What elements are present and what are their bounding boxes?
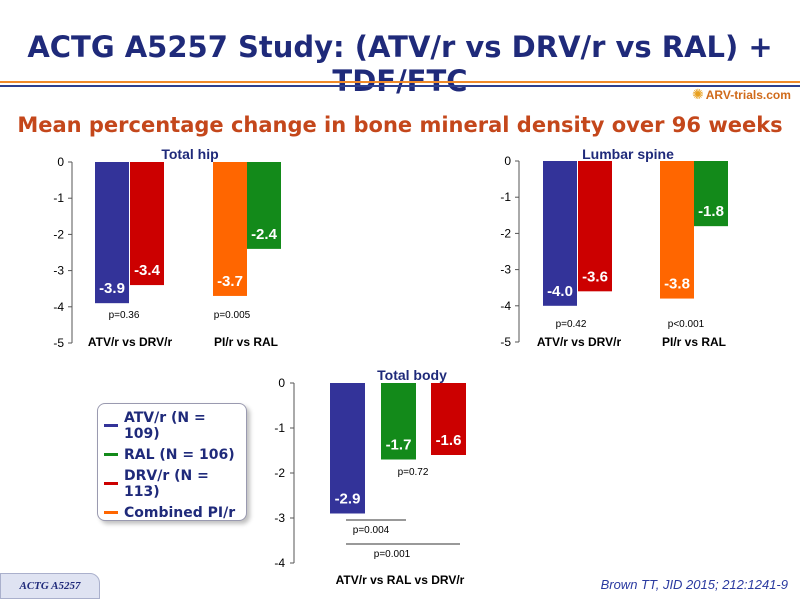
bar-value-label: -2.4 xyxy=(251,226,278,243)
pvalue-label: p=0.001 xyxy=(374,549,411,560)
y-tick-label: -4 xyxy=(53,300,64,314)
study-tag: ACTG A5257 xyxy=(0,573,100,599)
legend-label: Combined PI/r xyxy=(124,504,236,521)
bar-value-label: -3.8 xyxy=(664,276,690,293)
logo-mark-icon: ✺ xyxy=(692,86,704,102)
y-tick-label: -1 xyxy=(274,421,285,435)
bar-value-label: -3.9 xyxy=(99,280,125,297)
bar-value-label: -4.0 xyxy=(547,283,573,300)
bar-ral xyxy=(694,161,728,227)
bar-atv-r xyxy=(543,161,577,306)
pvalue-label: p<0.001 xyxy=(668,319,705,330)
pvalue-label: p=0.005 xyxy=(214,310,251,321)
y-tick-label: 0 xyxy=(57,155,64,169)
y-tick-label: -3 xyxy=(53,264,64,278)
legend-item-ral: RAL (N = 106) xyxy=(104,440,246,469)
legend-label: RAL (N = 106) xyxy=(124,446,235,463)
y-tick-label: -2 xyxy=(53,227,64,241)
legend-item-combined-pi: Combined PI/r xyxy=(104,498,246,527)
bar-drv-r xyxy=(578,161,612,292)
logo-text: ARV-trials.com xyxy=(705,88,791,102)
y-tick-label: -1 xyxy=(53,191,64,205)
pvalue-label: p=0.42 xyxy=(556,319,587,330)
pvalue-label: p=0.72 xyxy=(398,467,429,478)
category-label: ATV/r vs RAL vs DRV/r xyxy=(336,573,465,587)
category-label: ATV/r vs DRV/r xyxy=(537,335,622,349)
y-tick-label: -5 xyxy=(500,335,511,349)
bar-value-label: -1.7 xyxy=(386,437,412,454)
bar-combined-pi-r xyxy=(213,162,247,296)
bar-ral xyxy=(381,383,416,460)
arv-trials-logo[interactable]: ✺ ARV-trials.com xyxy=(692,86,791,103)
legend-item-atv: ATV/r (N = 109) xyxy=(104,409,246,442)
y-tick-label: 0 xyxy=(278,376,285,390)
bar-atv-r xyxy=(330,383,365,514)
y-tick-label: -3 xyxy=(500,263,511,277)
legend-label: ATV/r (N = 109) xyxy=(124,409,206,442)
chart-title: Lumbar spine xyxy=(582,146,674,162)
citation: Brown TT, JID 2015; 212:1241-9 xyxy=(600,577,788,592)
category-label: PI/r vs RAL xyxy=(214,335,278,349)
bar-value-label: -3.7 xyxy=(217,273,243,290)
legend-swatch xyxy=(104,424,118,427)
legend-label: DRV/r (N = 113) xyxy=(124,467,209,500)
pvalue-label: p=0.36 xyxy=(109,310,140,321)
y-tick-label: -3 xyxy=(274,511,285,525)
y-tick-label: -2 xyxy=(274,466,285,480)
chart-subtitle: Mean percentage change in bone mineral d… xyxy=(17,113,783,137)
chart-title: Total hip xyxy=(161,146,218,162)
legend-item-drv: DRV/r (N = 113) xyxy=(104,467,246,500)
bar-combined-pi-r xyxy=(660,161,694,299)
y-tick-label: -1 xyxy=(500,190,511,204)
y-tick-label: -5 xyxy=(53,336,64,350)
bar-value-label: -1.6 xyxy=(436,432,462,449)
pvalue-label: p=0.004 xyxy=(353,525,390,536)
bar-value-label: -3.6 xyxy=(582,268,608,285)
bar-drv-r xyxy=(431,383,466,455)
legend-swatch xyxy=(104,453,118,456)
bar-value-label: -3.4 xyxy=(134,262,161,279)
category-label: PI/r vs RAL xyxy=(662,335,726,349)
bar-value-label: -2.9 xyxy=(335,491,361,508)
y-tick-label: 0 xyxy=(504,154,511,168)
category-label: ATV/r vs DRV/r xyxy=(88,335,173,349)
y-tick-label: -2 xyxy=(500,226,511,240)
bar-ral xyxy=(247,162,281,249)
bar-value-label: -1.8 xyxy=(698,203,724,220)
title-divider xyxy=(0,81,800,87)
y-tick-label: -4 xyxy=(500,299,511,313)
y-tick-label: -4 xyxy=(274,556,285,570)
legend-swatch xyxy=(104,482,118,485)
legend: ATV/r (N = 109) RAL (N = 106) DRV/r (N =… xyxy=(97,403,247,521)
bar-atv-r xyxy=(95,162,129,304)
chart-title: Total body xyxy=(377,367,447,383)
legend-swatch xyxy=(104,511,118,514)
bar-drv-r xyxy=(130,162,164,286)
